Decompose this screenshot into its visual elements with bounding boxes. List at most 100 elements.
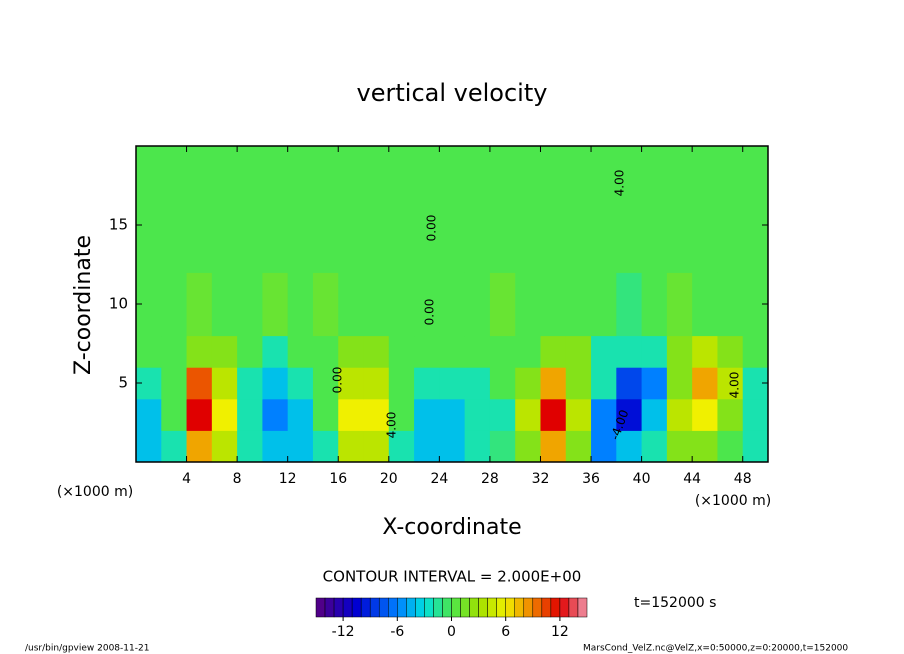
cell xyxy=(565,335,592,368)
cell xyxy=(211,367,238,400)
y-tick-label: 15 xyxy=(109,216,128,234)
colorbar-box xyxy=(315,597,326,618)
cell xyxy=(591,272,617,337)
contour-label: 4.00 xyxy=(385,412,399,439)
contour-label: 0.00 xyxy=(331,367,345,394)
cell xyxy=(641,367,668,400)
cell xyxy=(388,398,415,431)
cell xyxy=(262,430,289,463)
cell xyxy=(312,398,339,431)
x-tick-label: 12 xyxy=(279,471,297,487)
cell xyxy=(591,367,617,400)
contour-label: 4.00 xyxy=(728,372,742,399)
cell xyxy=(237,272,263,337)
cell xyxy=(211,272,238,337)
cell xyxy=(515,430,541,463)
x-tick-label: 32 xyxy=(532,471,550,487)
colorbar-box xyxy=(478,597,488,618)
x-tick-label: 16 xyxy=(329,471,347,487)
cell xyxy=(666,430,693,463)
cell xyxy=(540,272,567,337)
cell xyxy=(515,146,541,273)
cell xyxy=(464,146,491,273)
cell xyxy=(161,335,188,368)
overlay: 0.000.000.004.004.00-4.004.00 xyxy=(136,146,768,462)
footer-left: /usr/bin/gpview 2008-11-21 xyxy=(25,644,149,654)
cell xyxy=(717,430,744,463)
cell xyxy=(186,335,213,368)
colorbar-box xyxy=(451,597,461,618)
cell xyxy=(616,272,643,337)
cell xyxy=(312,430,339,463)
cell xyxy=(338,335,365,368)
cell xyxy=(515,367,541,400)
colorbar-box xyxy=(324,597,335,618)
colorbar-box xyxy=(541,597,552,618)
cell xyxy=(161,398,188,431)
cell xyxy=(312,146,339,273)
cell xyxy=(312,272,339,337)
colorbar-box xyxy=(433,597,443,618)
cell xyxy=(641,335,668,368)
contour-interval: CONTOUR INTERVAL = 2.000E+00 xyxy=(323,568,582,586)
cell xyxy=(489,272,516,337)
contour-label: 0.00 xyxy=(423,299,437,326)
cell xyxy=(616,335,643,368)
cell xyxy=(414,367,440,400)
cell xyxy=(717,335,744,368)
cell xyxy=(363,367,390,400)
cell xyxy=(515,272,541,337)
cell xyxy=(363,272,390,337)
cell xyxy=(515,398,541,431)
contour-label: 4.00 xyxy=(613,170,627,197)
plot-frame xyxy=(135,145,769,463)
colorbar-box xyxy=(397,597,407,618)
cell xyxy=(237,146,263,273)
x-tick-label: 8 xyxy=(233,471,242,487)
cell xyxy=(565,146,592,273)
cell xyxy=(262,335,289,368)
colorbar-box xyxy=(442,597,452,618)
cell xyxy=(262,367,289,400)
cell xyxy=(540,335,567,368)
cell xyxy=(388,335,415,368)
cell xyxy=(565,367,592,400)
cell xyxy=(464,272,491,337)
cell xyxy=(692,430,718,463)
cell xyxy=(717,146,744,273)
cell xyxy=(489,367,516,400)
cell xyxy=(641,398,668,431)
cell xyxy=(211,398,238,431)
cell xyxy=(464,398,491,431)
cell xyxy=(692,335,718,368)
x-tick-label: 28 xyxy=(481,471,499,487)
cell xyxy=(464,367,491,400)
colorbar-box xyxy=(559,597,570,618)
colorbar-box xyxy=(496,597,506,618)
cell xyxy=(338,367,365,400)
colorbar-box xyxy=(469,597,479,618)
colorbar-tick-label: 0 xyxy=(447,624,456,640)
cell xyxy=(742,430,769,463)
colorbar-box xyxy=(424,597,434,618)
cell xyxy=(363,430,390,463)
colorbar-box xyxy=(369,597,380,618)
cell xyxy=(439,335,466,368)
cell xyxy=(414,398,440,431)
cell xyxy=(489,335,516,368)
cell xyxy=(439,430,466,463)
cell xyxy=(186,146,213,273)
cell xyxy=(591,146,617,273)
x-tick-label: 24 xyxy=(430,471,448,487)
cell xyxy=(717,398,744,431)
cell xyxy=(414,430,440,463)
cell xyxy=(692,398,718,431)
cell xyxy=(136,430,162,463)
cell xyxy=(237,367,263,400)
cell xyxy=(287,367,314,400)
cell xyxy=(414,335,440,368)
cell xyxy=(211,335,238,368)
cell xyxy=(717,367,744,400)
cell xyxy=(338,272,365,337)
